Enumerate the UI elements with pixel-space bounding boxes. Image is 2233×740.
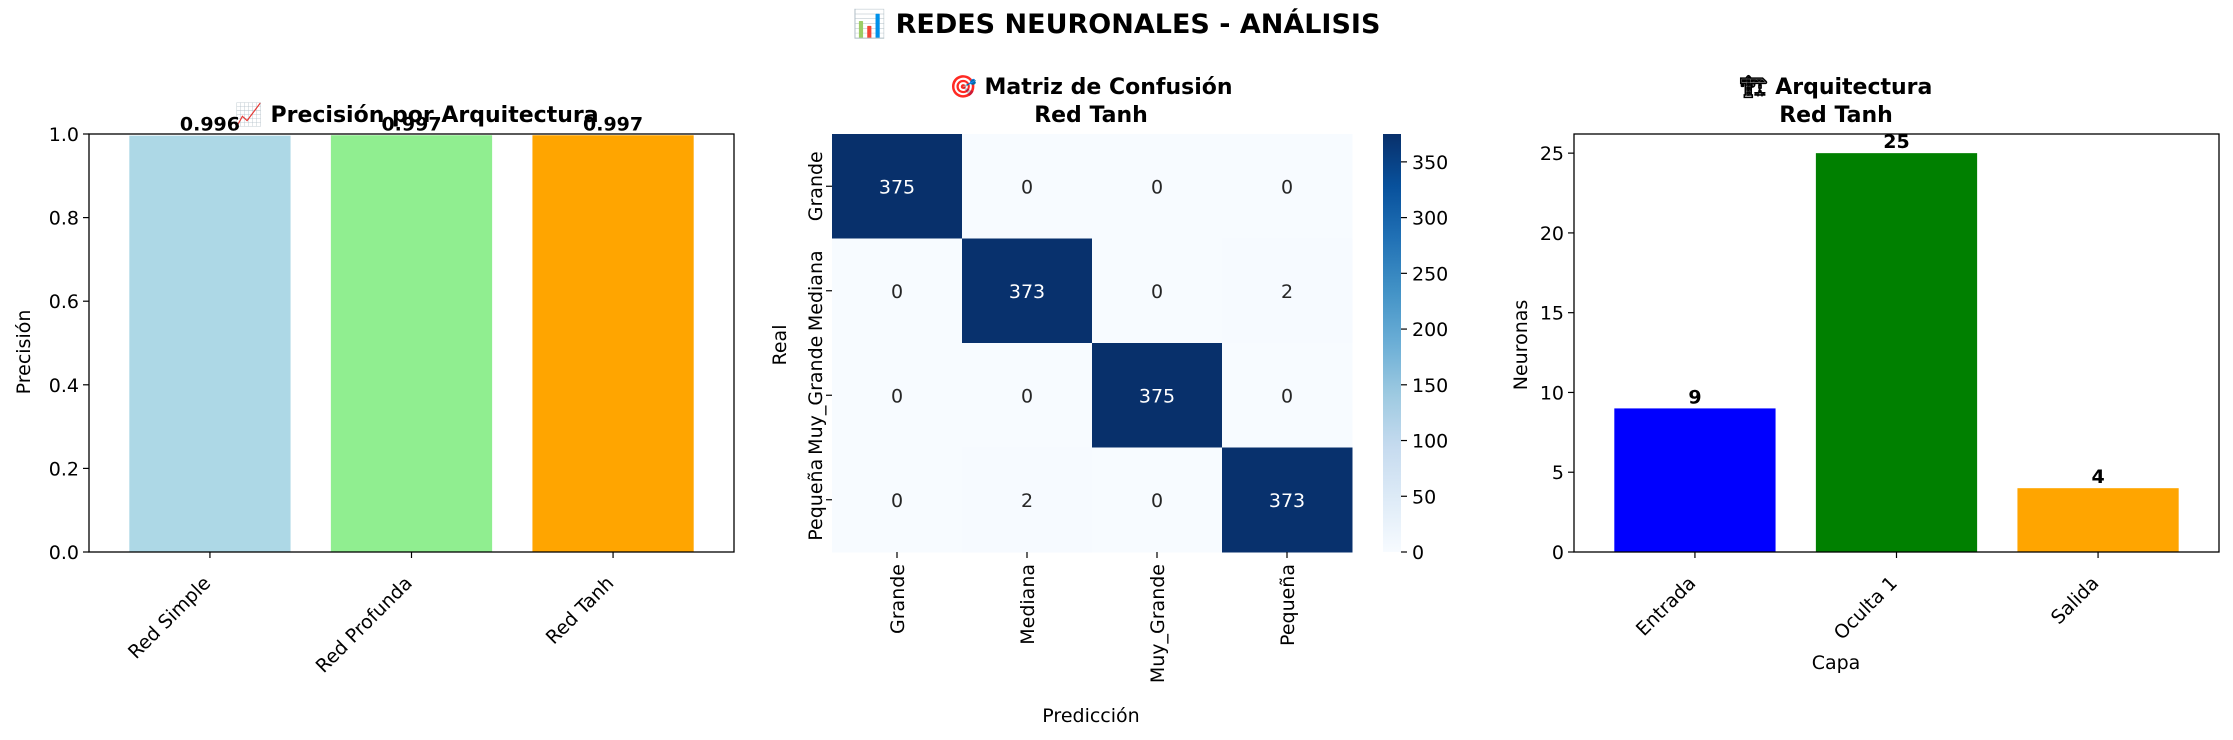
colorbar-tick-label-1: 50 [1412,486,1436,508]
heatmap-x-tick-label-1: Mediana [1017,564,1039,645]
x-tick-label-1: Oculta 1 [1830,572,1902,644]
y-tick-label-1: 0.2 [49,458,79,480]
x-tick-label-2: Salida [2047,572,2104,629]
bar-0 [129,135,291,552]
heatmap-cell-3-0 [832,447,963,553]
architecture-x-axis-label: Capa [1812,652,1861,674]
heatmap-value-0-3: 0 [1281,176,1293,198]
heatmap-value-1-1: 373 [1009,281,1045,303]
y-tick-label-4: 20 [1540,223,1564,245]
heatmap-cell-2-1 [962,343,1093,448]
heatmap-value-1-0: 0 [891,281,903,303]
heatmap-value-3-0: 0 [891,490,903,512]
confusion-y-axis-label: Real [769,325,791,366]
heatmap-x-tick-label-3: Pequeña [1277,564,1299,646]
bar-1 [1815,153,1978,553]
colorbar [1383,134,1401,552]
accuracy-bar-chart: 📈 Precisión por Arquitectura Precisión 0… [13,102,735,677]
x-tick-label-2: Red Tanh [542,572,619,649]
heatmap-cell-2-0 [832,343,963,448]
heatmap-cell-2-3 [1222,343,1353,448]
heatmap-cell-0-1 [962,134,1093,239]
heatmap-cell-3-3 [1222,447,1353,553]
heatmap-value-2-0: 0 [891,385,903,407]
heatmap-x-tick-label-0: Grande [887,564,909,634]
colorbar-tick-label-4: 200 [1412,319,1448,341]
confusion-x-axis-label: Predicción [1042,705,1139,727]
bar-value-label-1: 0.997 [381,113,441,135]
bar-value-label-0: 0.996 [180,114,240,136]
heatmap-value-2-3: 0 [1281,385,1293,407]
y-tick-label-0: 0.0 [49,542,79,564]
heatmap-y-tick-label-0: Grande [805,151,827,221]
heatmap-x-tick-label-2: Muy_Grande [1147,564,1169,683]
heatmap-cell-1-2 [1092,238,1223,344]
heatmap-cell-3-2 [1092,447,1223,553]
y-tick-label-2: 0.4 [49,375,79,397]
y-tick-label-0: 0 [1552,542,1564,564]
heatmap-value-1-3: 2 [1281,281,1293,303]
bar-1 [330,135,493,552]
y-tick-label-5: 25 [1540,143,1564,165]
heatmap-value-3-3: 373 [1269,490,1305,512]
accuracy-chart-title: 📈 Precisión por Arquitectura [235,102,598,128]
heatmap-cell-0-3 [1222,134,1353,239]
heatmap-cell-1-3 [1222,238,1353,344]
colorbar-tick-label-7: 350 [1412,152,1448,174]
architecture-chart-subtitle: Red Tanh [1779,103,1893,128]
bar-value-label-1: 25 [1883,131,1909,153]
bar-value-label-2: 0.997 [583,113,643,135]
y-tick-label-1: 5 [1552,462,1564,484]
architecture-bar-chart: 🏗 Arquitectura Red Tanh Capa Neuronas 0 5… [1510,74,2220,674]
heatmap-cell-1-0 [832,238,963,344]
accuracy-plot-frame [88,133,735,553]
heatmap-value-3-1: 2 [1021,490,1033,512]
colorbar-tick-label-5: 250 [1412,263,1448,285]
heatmap-cell-0-0 [832,134,963,239]
confusion-chart-title: 🎯 Matriz de Confusión [949,74,1232,100]
architecture-chart-title: 🏗 Arquitectura [1740,74,1933,100]
colorbar-tick-label-6: 300 [1412,208,1448,230]
heatmap-cell-3-1 [962,447,1093,553]
colorbar-tick-label-0: 0 [1412,542,1424,564]
figure-title: 📊 REDES NEURONALES - ANÁLISIS [852,9,1381,40]
confusion-chart-subtitle: Red Tanh [1034,103,1148,128]
y-tick-label-5: 1.0 [49,124,79,146]
heatmap-cell-0-2 [1092,134,1223,239]
colorbar-tick-label-3: 150 [1412,375,1448,397]
bar-0 [1614,408,1776,552]
heatmap-value-0-2: 0 [1151,176,1163,198]
heatmap-value-0-0: 375 [879,176,915,198]
heatmap-value-2-2: 375 [1139,385,1175,407]
heatmap-y-tick-label-2: Muy_Grande [805,336,827,455]
confusion-matrix-chart: 🎯 Matriz de Confusión Red Tanh Predicció… [769,74,1448,727]
y-tick-label-3: 0.6 [49,291,79,313]
heatmap-value-0-1: 0 [1021,176,1033,198]
y-tick-label-4: 0.8 [49,208,79,230]
heatmap-cell-2-2 [1092,343,1223,448]
heatmap-cell-1-1 [962,238,1093,344]
bar-value-label-0: 9 [1688,386,1701,408]
heatmap-y-tick-label-1: Mediana [805,250,827,331]
accuracy-y-axis-label: Precisión [13,310,35,395]
x-tick-label-1: Red Profunda [312,572,417,677]
x-tick-label-0: Red Simple [124,572,215,663]
bar-value-label-2: 4 [2091,466,2104,488]
heatmap-y-tick-label-3: Pequeña [805,459,827,541]
colorbar-tick-label-2: 100 [1412,431,1448,453]
heatmap-value-1-2: 0 [1151,281,1163,303]
y-tick-label-3: 15 [1540,303,1564,325]
x-tick-label-0: Entrada [1632,572,1700,640]
bar-2 [532,135,694,552]
architecture-plot-frame [1573,133,2220,553]
bar-2 [2017,488,2179,552]
y-tick-label-2: 10 [1540,382,1564,404]
architecture-y-axis-label: Neuronas [1510,300,1532,391]
heatmap-value-2-1: 0 [1021,385,1033,407]
heatmap-value-3-2: 0 [1151,490,1163,512]
